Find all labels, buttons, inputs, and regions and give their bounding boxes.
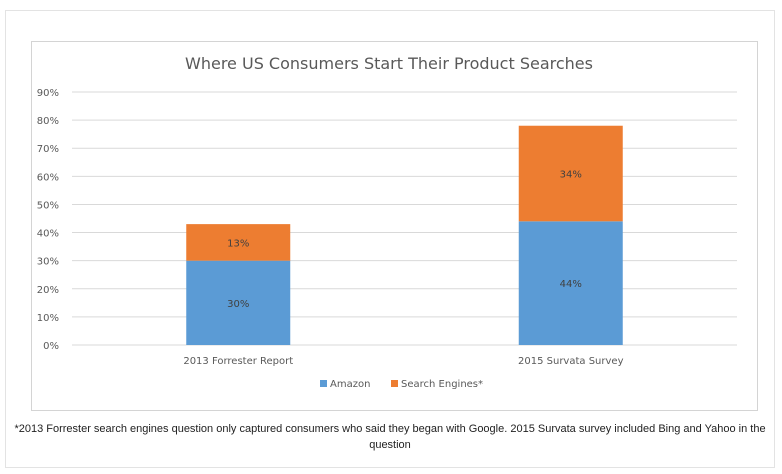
y-tick-label: 30%	[37, 257, 59, 268]
legend-swatch	[391, 380, 398, 387]
bar-search-engines	[518, 125, 623, 222]
data-label: 13%	[227, 238, 249, 249]
data-label: 30%	[227, 299, 249, 310]
x-axis-ticks: 2013 Forrester Report 2015 Survata Survey	[183, 356, 623, 367]
bar-amazon	[186, 260, 291, 345]
figure-frame: Where US Consumers Start Their Product S…	[5, 10, 775, 468]
x-tick-label: 2015 Survata Survey	[518, 356, 624, 367]
legend-swatch	[320, 380, 327, 387]
legend-label: Search Engines*	[401, 379, 483, 390]
y-tick-label: 90%	[37, 88, 59, 99]
y-tick-label: 50%	[37, 200, 59, 211]
data-label: 34%	[560, 170, 582, 181]
y-tick-label: 80%	[37, 116, 59, 127]
bars: 30% 13% 44% 34%	[186, 125, 623, 345]
x-tick-label: 2013 Forrester Report	[183, 356, 293, 367]
chart-title: Where US Consumers Start Their Product S…	[185, 54, 593, 73]
legend: Amazon Search Engines*	[320, 379, 483, 390]
y-tick-label: 70%	[37, 144, 59, 155]
footnote: *2013 Forrester search engines question …	[14, 423, 766, 451]
y-tick-label: 60%	[37, 172, 59, 183]
y-axis-ticks: 0% 10% 20% 30% 40% 50% 60% 70% 80% 90%	[37, 88, 59, 352]
stacked-bar-chart: Where US Consumers Start Their Product S…	[37, 54, 737, 390]
data-label: 44%	[560, 279, 582, 290]
bar-search-engines	[186, 224, 291, 261]
y-tick-label: 0%	[43, 341, 59, 352]
gridlines	[72, 91, 737, 346]
legend-label: Amazon	[330, 379, 370, 390]
y-tick-label: 20%	[37, 285, 59, 296]
y-tick-label: 10%	[37, 313, 59, 324]
chart-area: Where US Consumers Start Their Product S…	[31, 41, 758, 411]
y-tick-label: 40%	[37, 229, 59, 240]
bar-amazon	[518, 221, 623, 345]
